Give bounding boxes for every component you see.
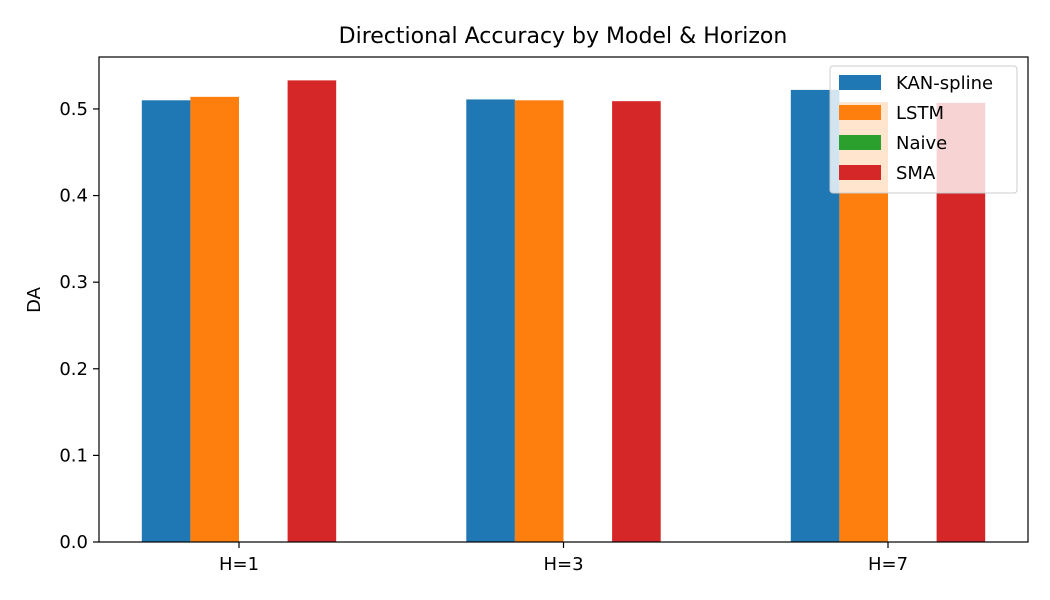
x-tick-label: H=1 (219, 554, 259, 575)
x-tick-label: H=3 (543, 554, 583, 575)
legend-label: LSTM (896, 103, 944, 124)
y-tick-label: 0.0 (59, 532, 88, 553)
legend-label: Naive (896, 133, 947, 154)
bar-lstm-h-3 (514, 100, 564, 543)
y-tick-label: 0.3 (59, 272, 88, 293)
legend-label: KAN-spline (896, 73, 993, 94)
y-tick-label: 0.4 (59, 186, 88, 207)
legend-swatch (839, 75, 881, 90)
bar-kan-spline-h-1 (141, 100, 191, 543)
bar-kan-spline-h-3 (466, 99, 515, 542)
x-tick-label: H=7 (868, 554, 908, 575)
axes-group: 0.0 0.1 0.2 0.3 0.4 0.5 H=1 H=3 H=7 (59, 56, 1029, 575)
bar-sma-h-3 (612, 101, 661, 543)
y-tick-label: 0.1 (59, 445, 88, 466)
legend: KAN-spline LSTM Naive SMA (829, 65, 1018, 194)
bars-group (141, 80, 986, 543)
legend-swatch (839, 105, 881, 120)
legend-swatch (839, 165, 881, 180)
legend-swatch (839, 135, 881, 150)
chart-title: Directional Accuracy by Model & Horizon (339, 24, 788, 49)
y-axis-label: DA (24, 286, 45, 313)
y-tick-label: 0.5 (59, 99, 88, 120)
legend-label: SMA (896, 163, 936, 184)
legend-box (829, 65, 1018, 194)
bar-lstm-h-1 (190, 96, 239, 542)
y-tick-label: 0.2 (59, 359, 88, 380)
bar-sma-h-1 (287, 80, 337, 542)
